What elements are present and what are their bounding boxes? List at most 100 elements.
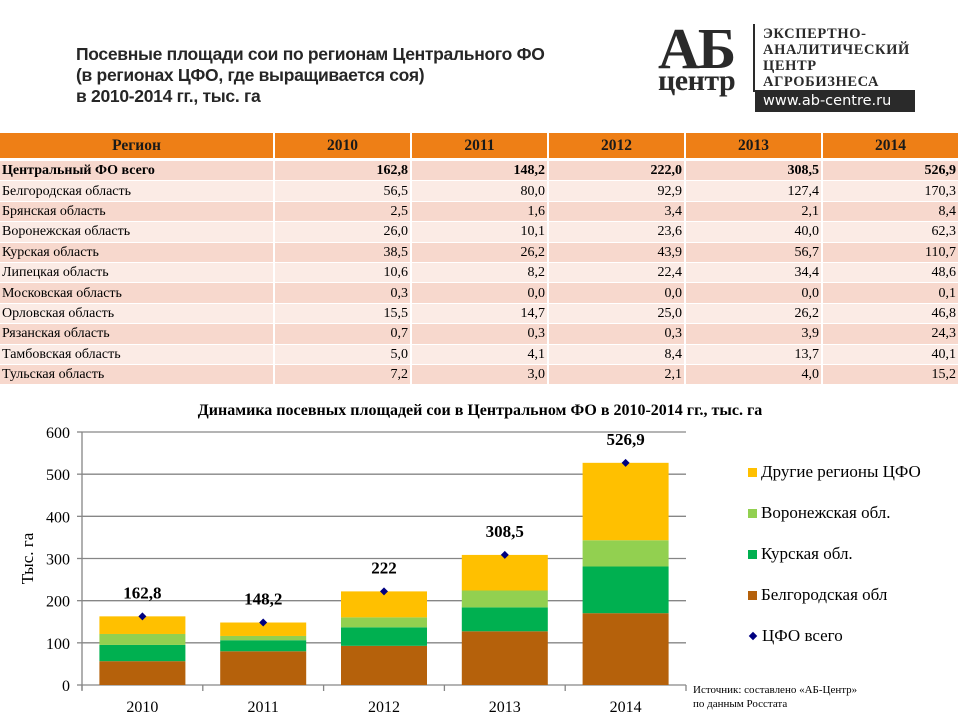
total-data-label: 222: [371, 558, 397, 577]
bar-segment-другие-регионы-цфо-2013: [461, 554, 548, 591]
legend-diamond-marker: [748, 631, 758, 641]
legend-swatch: [748, 549, 757, 559]
x-tick-label: 2012: [368, 699, 400, 716]
bar-segment-воронежская-обл--2010: [99, 633, 186, 645]
region-cell: Курская область: [0, 242, 275, 263]
bar-segment-воронежская-обл--2012: [341, 617, 427, 628]
bar-segment-курская-обл--2011: [220, 640, 307, 652]
value-cell-2011: 14,7: [411, 303, 549, 325]
value-cell-2010: 5,0: [274, 344, 412, 365]
legend-item: Воронежская обл.: [748, 503, 891, 523]
value-cell-2012: 22,4: [548, 262, 686, 284]
y-tick-label: 100: [46, 636, 70, 653]
value-cell-2011: 80,0: [411, 180, 549, 202]
table-row: Воронежская область 26,0 10,1 23,6 40,0 62,3: [0, 221, 960, 243]
value-cell-2012: 0,3: [548, 323, 686, 345]
y-tick-label: 300: [46, 552, 70, 569]
region-cell: Белгородская область: [0, 180, 275, 202]
value-cell-2011: 26,2: [411, 242, 549, 263]
value-cell-2014: 8,4: [822, 201, 960, 223]
value-cell-2013: 26,2: [685, 303, 823, 325]
value-cell-2010: 0,7: [274, 323, 412, 345]
bar-segment-курская-обл--2014: [582, 566, 669, 614]
value-cell-2012: 0,0: [548, 282, 686, 304]
table-row: Орловская область 15,5 14,7 25,0 26,2 46,8: [0, 303, 960, 325]
column-header-2014: 2014: [822, 133, 960, 161]
value-cell-2013: 4,0: [685, 364, 823, 386]
table-row-total: Центральный ФО всего 162,8 148,2 222,0 308,5…: [0, 159, 960, 182]
x-tick-label: 2014: [610, 699, 642, 716]
stacked-bar-chart: 0 100 200 300 400 500 600 Тыс. га 162,8 2010 148,2…: [18, 425, 687, 716]
value-cell-2011: 1,6: [411, 201, 549, 223]
total-marker-2011: [259, 618, 268, 627]
value-cell-2012: 43,9: [548, 242, 686, 263]
value-cell-2011: 4,1: [411, 344, 549, 365]
soy-area-table: Регион 2010 2011 2012 2013 2014 Централь…: [0, 133, 960, 386]
value-cell-2014: 170,3: [822, 180, 960, 202]
region-cell: Воронежская область: [0, 221, 275, 243]
table-header-row: Регион 2010 2011 2012 2013 2014: [0, 133, 960, 161]
value-cell-2011: 148,2: [411, 159, 549, 182]
bar-segment-другие-регионы-цфо-2014: [582, 462, 669, 541]
total-data-label: 308,5: [486, 522, 524, 541]
page-title-line: (в регионах ЦФО, где выращивается соя): [76, 65, 425, 85]
value-cell-2013: 127,4: [685, 180, 823, 202]
value-cell-2013: 0,0: [685, 282, 823, 304]
value-cell-2014: 0,1: [822, 282, 960, 304]
value-cell-2011: 10,1: [411, 221, 549, 243]
legend-swatch: [748, 590, 757, 600]
value-cell-2010: 38,5: [274, 242, 412, 263]
region-cell: Тульская область: [0, 364, 275, 386]
value-cell-2012: 8,4: [548, 344, 686, 365]
source-note: Источник: составлено «АБ-Центр» по данны…: [693, 683, 857, 711]
value-cell-2012: 92,9: [548, 180, 686, 202]
total-data-label: 148,2: [244, 590, 282, 609]
value-cell-2012: 3,4: [548, 201, 686, 223]
legend-item: Курская обл.: [748, 544, 853, 564]
y-tick-label: 600: [46, 425, 70, 442]
table-row: Тульская область 7,2 3,0 2,1 4,0 15,2: [0, 364, 960, 386]
bar-segment-другие-регионы-цфо-2012: [341, 591, 427, 618]
logo-divider: [753, 24, 755, 92]
x-tick-label: 2013: [489, 699, 521, 716]
value-cell-2014: 15,2: [822, 364, 960, 386]
logo-mark-top: АБ: [658, 16, 736, 81]
y-tick-label: 0: [62, 678, 70, 695]
bar-segment-другие-регионы-цфо-2010: [99, 616, 186, 634]
y-axis-label: Тыс. га: [18, 532, 37, 584]
y-tick-label: 200: [46, 594, 70, 611]
logo-text-line: ЭКСПЕРТНО-: [763, 26, 867, 42]
page-title-line: в 2010-2014 гг., тыс. га: [76, 86, 261, 106]
region-cell: Тамбовская область: [0, 344, 275, 365]
region-cell: Московская область: [0, 282, 275, 304]
value-cell-2014: 110,7: [822, 242, 960, 263]
column-header-2011: 2011: [411, 133, 549, 161]
bar-segment-белгородская-обл-2014: [582, 613, 669, 685]
bar-segment-воронежская-обл--2013: [461, 590, 548, 608]
value-cell-2014: 48,6: [822, 262, 960, 284]
bar-segment-воронежская-обл--2014: [582, 540, 669, 567]
value-cell-2013: 56,7: [685, 242, 823, 263]
value-cell-2014: 526,9: [822, 159, 960, 182]
region-cell: Центральный ФО всего: [0, 159, 275, 182]
total-data-label: 526,9: [606, 430, 644, 449]
legend-label: ЦФО всего: [762, 626, 843, 645]
bar-segment-белгородская-обл-2010: [99, 661, 186, 685]
source-line: Источник: составлено «АБ-Центр»: [693, 684, 858, 696]
page-title: Посевные площади сои по регионам Централ…: [76, 44, 616, 107]
legend-item: ЦФО всего: [748, 626, 843, 646]
value-cell-2012: 23,6: [548, 221, 686, 243]
bar-segment-другие-регионы-цфо-2011: [220, 622, 307, 636]
table-row: Липецкая область 10,6 8,2 22,4 34,4 48,6: [0, 262, 960, 284]
value-cell-2011: 8,2: [411, 262, 549, 284]
value-cell-2010: 26,0: [274, 221, 412, 243]
column-header-2012: 2012: [548, 133, 686, 161]
value-cell-2010: 162,8: [274, 159, 412, 182]
value-cell-2014: 24,3: [822, 323, 960, 345]
chart-title: Динамика посевных площадей сои в Централ…: [197, 402, 763, 419]
region-cell: Липецкая область: [0, 262, 275, 284]
total-marker-2014: [621, 458, 630, 467]
column-header-region: Регион: [0, 133, 275, 161]
legend-label: Другие регионы ЦФО: [761, 462, 921, 481]
bar-segment-белгородская-обл-2012: [341, 645, 427, 685]
